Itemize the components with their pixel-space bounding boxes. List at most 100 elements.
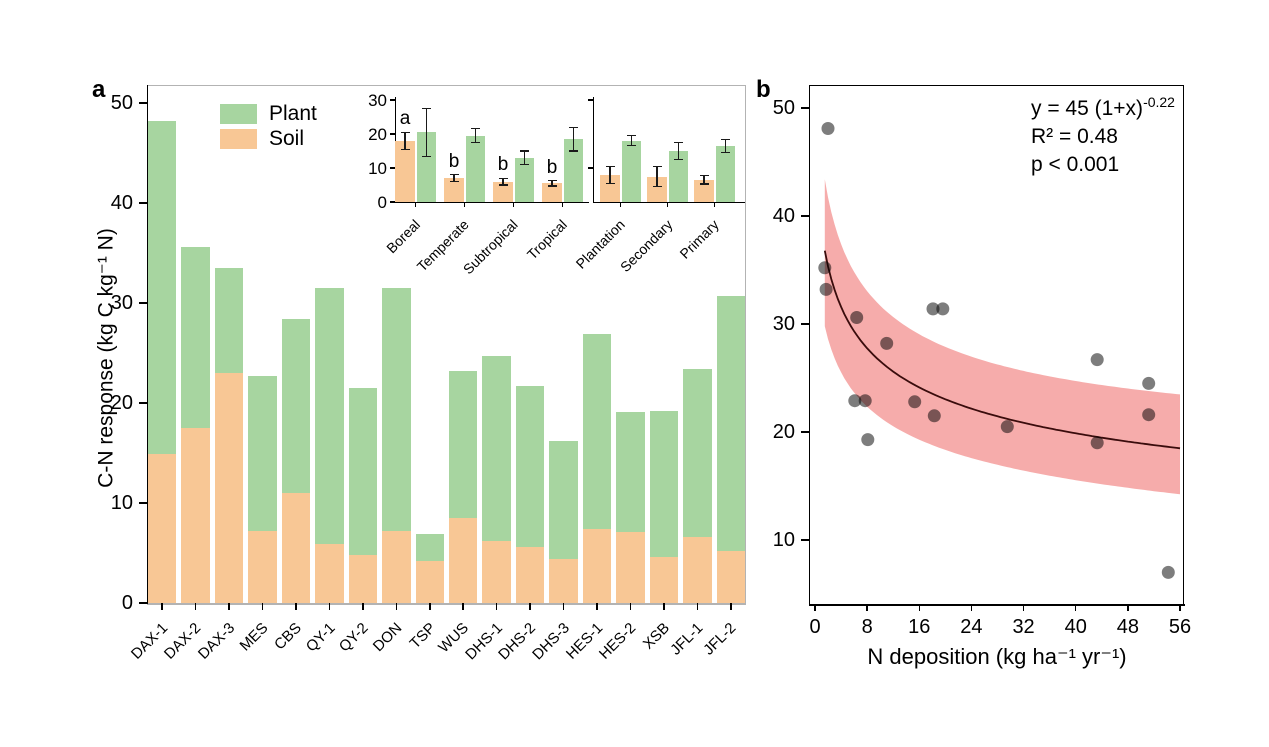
soil-segment: [482, 541, 511, 603]
bar-group-MES: [248, 86, 277, 603]
legend-row-soil: Soil: [220, 128, 304, 149]
y-tick: [139, 202, 148, 204]
bar-group-DON: [382, 86, 411, 603]
plant-segment: [482, 356, 511, 541]
category-tick-label: JFL-1: [667, 619, 707, 659]
soil-segment: [649, 557, 679, 603]
category-tick-label: QY-2: [336, 619, 372, 656]
legend-swatch-plant: [220, 103, 257, 124]
category-tick-label: HES-2: [596, 619, 640, 663]
y-tick-label: 20: [110, 392, 133, 414]
legend-label-soil: Soil: [269, 127, 305, 150]
panel-b-left-spine: [808, 85, 810, 606]
category-tick-label: JFL-2: [700, 619, 740, 659]
plant-segment: [382, 288, 411, 531]
category-tick: [395, 603, 398, 610]
bar-group-CBS: [281, 86, 311, 603]
y-tick: [139, 102, 148, 104]
y-tick: [801, 431, 810, 433]
panel-b-x-axis-title: N deposition (kg ha⁻¹ yr⁻¹): [867, 644, 1127, 669]
panel-b-x-axis: 0 8 16 24 32 40 48 56: [809, 604, 1191, 664]
panel-a-letter: a: [92, 76, 106, 103]
y-tick-label: 30: [110, 292, 133, 314]
x-tick: [1127, 604, 1129, 611]
x-tick-label: 32: [1012, 616, 1035, 638]
y-tick-label: 20: [772, 421, 795, 443]
legend-label-plant: Plant: [269, 102, 317, 125]
data-point: [848, 394, 862, 408]
category-tick: [696, 603, 699, 610]
bar-group-DHS-2: [515, 86, 545, 603]
plant-segment: [248, 376, 277, 531]
plant-segment: [683, 369, 712, 537]
data-point: [1090, 353, 1104, 367]
plant-segment: [582, 334, 612, 529]
x-tick-label: 0: [809, 616, 821, 638]
y-tick: [139, 602, 148, 604]
category-tick-label: MES: [236, 619, 272, 655]
fit-equation-exponent: -0.22: [1143, 94, 1175, 110]
plant-segment: [315, 288, 344, 544]
category-tick: [462, 603, 464, 610]
bar-group-JFL-2: [716, 86, 745, 603]
data-point: [821, 122, 835, 135]
x-tick-label: 40: [1064, 616, 1087, 638]
soil-segment: [716, 551, 745, 603]
bar-group-WUS: [449, 86, 478, 603]
category-tick: [161, 603, 163, 610]
x-tick: [1074, 604, 1077, 611]
data-point: [926, 302, 940, 316]
soil-segment: [348, 555, 378, 603]
bar-group-XSB: [649, 86, 679, 603]
y-tick-label: 50: [110, 92, 133, 114]
panel-b-scatter-canvas: [818, 122, 1181, 579]
x-tick-label: 56: [1168, 616, 1192, 638]
soil-segment: [248, 531, 277, 603]
category-tick: [429, 603, 431, 610]
soil-segment: [683, 537, 712, 603]
bar-group-QY-1: [315, 86, 344, 603]
bar-group-DHS-3: [549, 86, 578, 603]
bar-group-TSP: [415, 86, 444, 603]
data-point: [858, 394, 872, 408]
bar-group-DAX-3: [214, 86, 244, 603]
data-point: [819, 282, 833, 296]
data-point: [880, 336, 894, 350]
plant-segment: [214, 268, 244, 373]
panel-a-y-axis-title: C-N response (kg C kg⁻¹ N): [94, 228, 118, 488]
plant-segment: [716, 296, 745, 551]
category-tick: [495, 603, 498, 610]
category-tick-label: DAX-2: [161, 619, 205, 663]
bar-group-QY-2: [348, 86, 378, 603]
y-tick: [139, 502, 148, 504]
panel-a-left-spine: [146, 85, 148, 605]
panel-a-bottom-spine: [146, 603, 746, 605]
bar-group-HES-1: [582, 86, 612, 603]
x-tick: [970, 604, 973, 611]
fit-equation-base: y = 45 (1+x): [1031, 97, 1144, 120]
y-tick-label: 50: [772, 97, 795, 119]
plant-segment: [649, 411, 679, 557]
y-tick-label: 10: [110, 492, 133, 514]
category-tick: [228, 603, 230, 610]
panel-b-right-spine: [1183, 85, 1184, 605]
panel-b-plot-area: 10 20 30 40 50 0 8 16 24 32 40 48 56 y = 45 (1+x)-0…: [773, 86, 1191, 638]
plant-segment: [148, 121, 177, 454]
category-tick: [194, 603, 197, 610]
category-tick-label: DAX-3: [194, 619, 239, 663]
category-tick-label: DHS-1: [461, 619, 506, 664]
soil-segment: [382, 531, 411, 603]
x-tick: [1022, 604, 1025, 611]
y-tick: [801, 539, 810, 541]
panel-b-top-spine: [810, 85, 1184, 86]
soil-segment: [315, 544, 344, 603]
y-tick-label: 0: [121, 592, 133, 614]
category-tick: [596, 603, 598, 610]
soil-segment: [616, 532, 645, 603]
plant-segment: [348, 388, 378, 555]
category-tick-label: CBS: [271, 619, 306, 654]
panel-b-letter: b: [756, 76, 771, 103]
data-point: [1142, 408, 1156, 422]
panel-a-bars: [148, 86, 745, 603]
y-tick: [139, 402, 148, 404]
